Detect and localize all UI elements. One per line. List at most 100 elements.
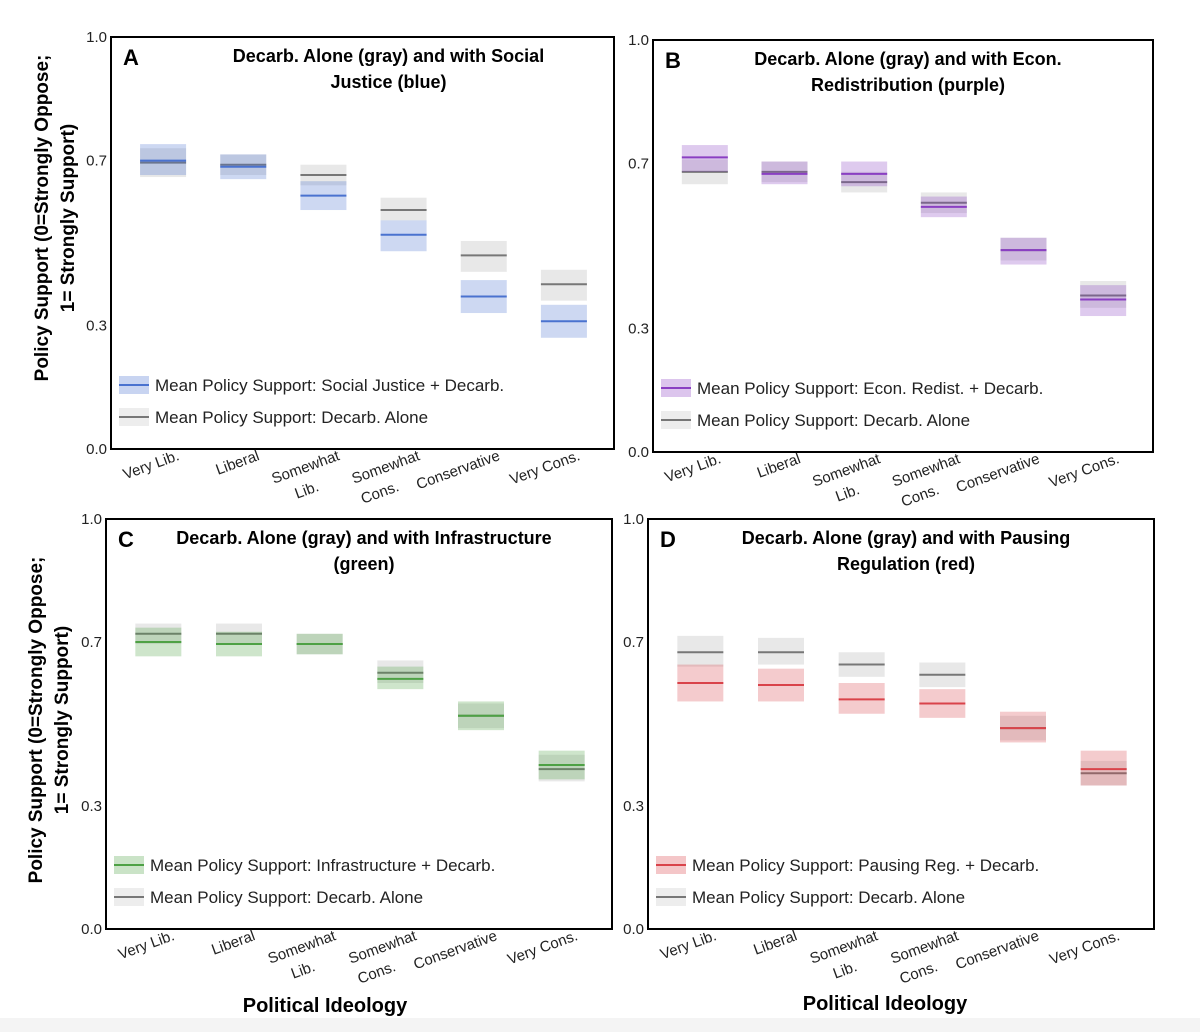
legend-entry: Mean Policy Support: Social Justice + De… [119,376,504,395]
ci-band [677,635,724,667]
ci-band [758,637,804,665]
bottom-strip [0,1018,1200,1032]
series-purple [681,145,1127,317]
x-tick-label-part: Very Cons. [505,927,580,968]
series-blue [140,144,587,338]
x-tick-label: SomewhatLib. [810,450,891,511]
y-axis-title-line1: Policy Support (0=Strongly Oppose; [26,557,47,884]
panel-letter: B [665,48,681,73]
y-tick-label: 0.3 [81,798,102,815]
y-tick-label: 1.0 [623,511,644,528]
y-axis-title-line2: 1= Strongly Support) [52,626,73,814]
plot-frame [105,518,613,930]
x-tick-label: Very Lib. [663,450,724,486]
panel-b: 1.0 0.7 0.3 0.0 Very Lib. Liberal SomewhatLib.… [628,32,1154,511]
y-tick-label: 0.0 [81,921,102,938]
x-tick-label-part: Liberal [755,450,803,481]
ci-band [1080,285,1127,317]
legend-entry: Mean Policy Support: Pausing Reg. + Deca… [656,856,1039,875]
x-tick-label: Liberal [755,450,803,481]
y-tick-label: 0.3 [86,317,107,334]
x-tick-label: Very Lib. [658,927,719,963]
x-tick-label: Liberal [214,447,262,478]
x-tick-label: SomewhatLib. [266,927,347,988]
panel-letter: C [118,527,134,552]
legend-label: Mean Policy Support: Infrastructure + De… [150,856,495,875]
x-tick-label-part: Liberal [214,447,262,478]
legend-label: Mean Policy Support: Decarb. Alone [697,411,970,430]
ci-band [1080,750,1127,786]
legend-entry: Mean Policy Support: Decarb. Alone [114,888,423,907]
x-axis-title-left: Political Ideology [243,995,408,1017]
series-gray [140,148,587,301]
series-red [677,664,1127,786]
panel-title-line2: Justice (blue) [330,72,446,92]
x-tick-label: Very Lib. [121,447,182,483]
legend-label: Mean Policy Support: Social Justice + De… [155,376,504,395]
x-tick-label-part: Very Lib. [121,447,182,483]
legend-entry: Mean Policy Support: Econ. Redist. + Dec… [661,379,1043,398]
legend-label: Mean Policy Support: Econ. Redist. + Dec… [697,379,1043,398]
panels-layer: 1.00.70.30.0 Very Lib. Liberal SomewhatLib.… [81,29,1155,988]
plot-frame [647,518,1155,930]
x-tick-label-part: Conservative [953,927,1041,973]
x-tick-label-part: Very Cons. [508,447,583,488]
x-tick-label-part: Very Cons. [1047,927,1122,968]
x-tick-label-part: Lib. [831,958,860,982]
y-tick-label: 0.0 [628,444,649,461]
x-axis-title-right: Political Ideology [803,993,968,1015]
panel-title-line1: Decarb. Alone (gray) and with Infrastruc… [176,528,551,548]
ci-band [538,754,585,782]
x-tick-label-part: Very Cons. [1047,450,1122,491]
x-tick-label-part: Liberal [209,927,257,958]
x-tick-label-part: Conservative [411,927,499,973]
y-tick-label: 1.0 [81,511,102,528]
ci-band [1000,237,1047,265]
ci-band [460,240,507,272]
panel-title-line2: Redistribution (purple) [811,75,1005,95]
x-tick-label: SomewhatLib. [269,447,350,508]
x-tick-label: Very Lib. [116,927,177,963]
panel-c: 1.0 0.7 0.3 0.0 Very Lib. Liberal SomewhatLib.… [81,511,613,988]
legend-label: Mean Policy Support: Decarb. Alone [692,888,965,907]
x-tick-label: SomewhatLib. [808,927,889,988]
x-tick-label-part: Lib. [289,958,318,982]
legend-entry: Mean Policy Support: Decarb. Alone [656,888,965,907]
ci-band [380,197,427,221]
plot-frame [110,36,615,450]
ci-band [540,269,587,301]
legend-entry: Mean Policy Support: Infrastructure + De… [114,856,495,875]
x-tick-label-part: Lib. [293,478,322,502]
x-tick-label-part: Very Lib. [663,450,724,486]
y-tick-label: 0.7 [628,156,649,173]
x-tick-label: Conservative [954,450,1042,496]
ci-band [140,144,187,176]
x-tick-label: Very Cons. [1047,450,1122,491]
panel-letter: A [123,45,139,70]
y-tick-label: 0.3 [628,320,649,337]
panel-title-line1: Decarb. Alone (gray) and with Social [233,46,544,66]
ci-band [681,145,728,172]
legend-entry: Mean Policy Support: Decarb. Alone [119,408,428,427]
x-tick-label: Conservative [414,447,502,493]
x-tick-label: Liberal [751,927,799,958]
x-tick-label: Conservative [953,927,1041,973]
y-tick-label: 0.3 [623,798,644,815]
y-axis-title-bottom: Policy Support (0=Strongly Oppose; 1= St… [26,557,73,884]
panel-title-line1: Decarb. Alone (gray) and with Econ. [754,49,1061,69]
panel-title-line2: Regulation (red) [837,554,975,574]
ci-band [1080,281,1127,308]
series-gray [677,635,1127,786]
panel-title-line1: Decarb. Alone (gray) and with Pausing [742,528,1070,548]
legend-label: Mean Policy Support: Decarb. Alone [155,408,428,427]
series-gray [681,159,1127,308]
legend-label: Mean Policy Support: Pausing Reg. + Deca… [692,856,1039,875]
y-tick-label: 0.0 [86,441,107,458]
plot-frame [652,39,1154,453]
legend-entry: Mean Policy Support: Decarb. Alone [661,411,970,430]
y-axis-title-line1: Policy Support (0=Strongly Oppose; [32,55,53,382]
ci-band [1000,711,1046,743]
y-tick-label: 0.7 [623,634,644,651]
y-tick-label: 0.7 [81,634,102,651]
